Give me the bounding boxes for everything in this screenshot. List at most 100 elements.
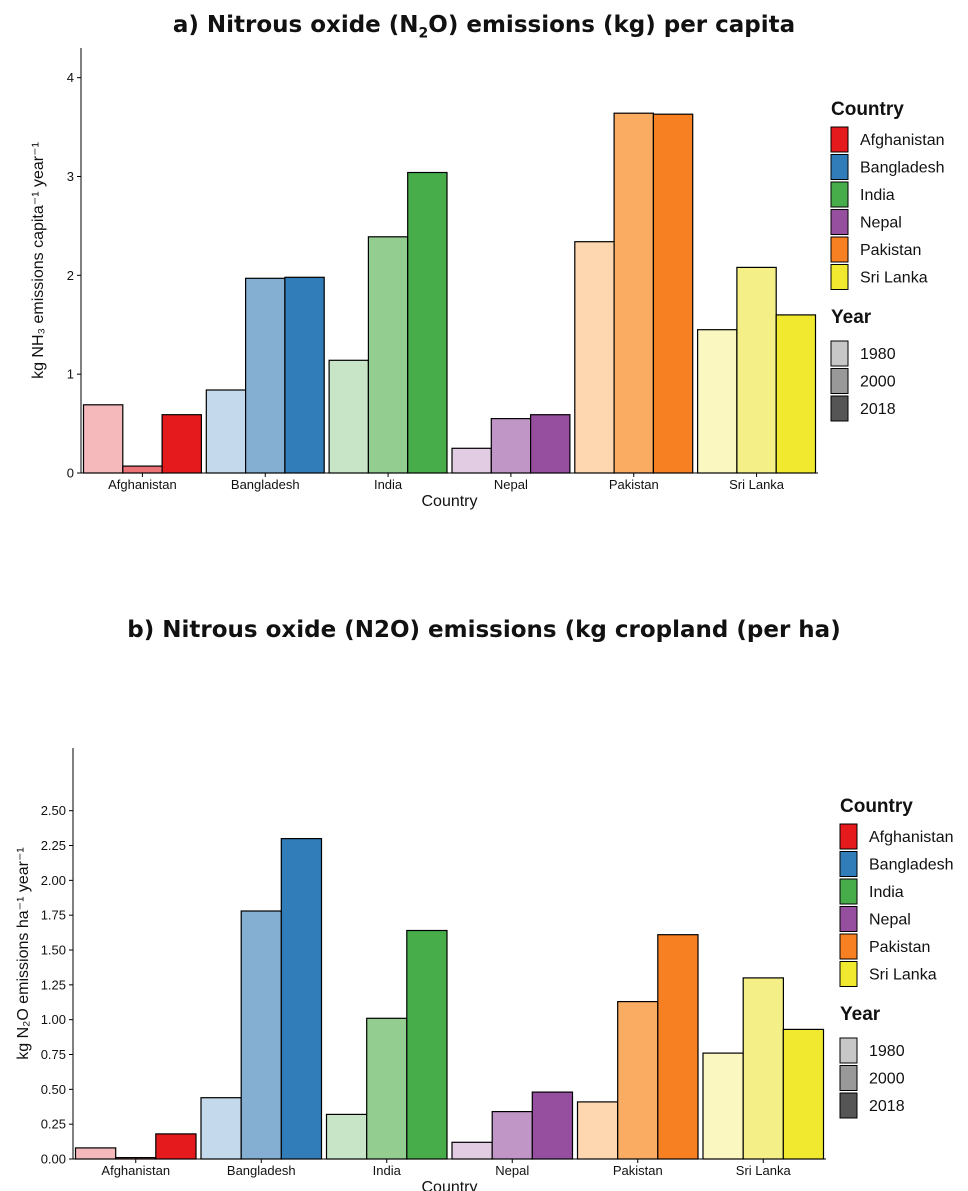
chart-a-legend-swatch-bangladesh <box>830 154 849 180</box>
chart-a-bar-nepal-2000 <box>490 418 532 474</box>
chart-b-x-tick-label: Sri Lanka <box>736 1163 792 1178</box>
chart-a-y-tick-label: 4 <box>67 70 74 85</box>
chart-a-x-tick-label: India <box>374 477 403 492</box>
chart-b-legend-swatch-year-2000 <box>839 1065 858 1091</box>
chart-b-bar-sri-lanka-2018 <box>782 1028 825 1160</box>
chart-b-y-tick-label: 1.25 <box>41 977 66 992</box>
chart-a-legend-label: Sri Lanka <box>860 270 928 287</box>
chart-b-bar-afghanistan-1980 <box>74 1147 117 1160</box>
chart-a-bar-afghanistan-2018 <box>161 414 203 474</box>
chart-b-legend-label: Sri Lanka <box>869 967 937 984</box>
chart-b-x-tick-label: Bangladesh <box>227 1163 296 1178</box>
chart-b-bar-bangladesh-2000 <box>240 910 282 1160</box>
chart-a-legend-swatch-year-1980 <box>830 340 849 367</box>
chart-a-legend-label: 2000 <box>860 374 896 391</box>
chart-a-legend-label: Afghanistan <box>860 132 945 149</box>
chart-b-y-tick-label: 1.50 <box>41 943 66 958</box>
chart-b-title: b) Nitrous oxide (N2O) emissions (kg cro… <box>127 617 841 643</box>
chart-b-legend-swatch-india <box>839 878 858 905</box>
chart-a-y-tick-label: 1 <box>67 367 74 382</box>
chart-a-title: a) Nitrous oxide (N2O) emissions (kg) pe… <box>172 12 796 42</box>
chart-b-legend-label: Bangladesh <box>869 857 954 874</box>
chart-b-bar-nepal-2018 <box>531 1091 574 1160</box>
chart-a-legend-swatch-afghanistan <box>830 126 849 153</box>
chart-a-legend-swatch-india <box>830 181 849 208</box>
chart-b-legend-label: Pakistan <box>869 939 930 956</box>
chart-a-legend-label: Nepal <box>860 215 902 232</box>
chart-a-legend-label: India <box>860 187 895 204</box>
chart-a-bar-nepal-1980 <box>451 447 492 474</box>
chart-b-y-tick-label: 0.50 <box>41 1082 66 1097</box>
chart-a-bar-sri-lanka-1980 <box>696 329 738 474</box>
chart-b-y-tick-label: 2.50 <box>41 803 66 818</box>
chart-b-legend-country-title: Country <box>840 796 913 817</box>
chart-a: Afghanistan Bangladesh India Nepal Pakistan S… <box>30 48 945 510</box>
chart-b-bar-nepal-2000 <box>491 1110 534 1160</box>
chart-b-bar-bangladesh-2018 <box>280 837 323 1160</box>
chart-b-legend-swatch-pakistan <box>839 933 858 960</box>
chart-b-legend-label: 2018 <box>869 1098 905 1115</box>
chart-b-bar-india-2018 <box>406 929 448 1160</box>
chart-b-bar-sri-lanka-2000 <box>742 977 785 1160</box>
chart-a-bar-india-2018 <box>407 171 448 474</box>
chart-a-bar-pakistan-2000 <box>613 112 654 474</box>
chart-a-x-tick-label: Afghanistan <box>108 477 177 492</box>
chart-a-bar-bangladesh-1980 <box>205 389 247 474</box>
chart-b-x-tick-label: Pakistan <box>613 1163 663 1178</box>
chart-b-x-tick-label: Nepal <box>495 1163 529 1178</box>
chart-b-bar-pakistan-1980 <box>576 1101 619 1160</box>
chart-a-x-axis-label: Country <box>421 493 477 510</box>
chart-b-y-tick-label: 2.25 <box>41 838 66 853</box>
chart-a-y-axis-label: kg NH₃ emissions capita⁻¹ year⁻¹ <box>30 142 47 379</box>
chart-b-x-tick-label: India <box>373 1163 402 1178</box>
chart-b-y-tick-label: 0.00 <box>41 1152 66 1167</box>
chart-b-legend-label: India <box>869 884 904 901</box>
chart-b-y-tick-label: 1.75 <box>41 908 66 923</box>
chart-b-legend-swatch-year-2018 <box>839 1092 858 1119</box>
chart-a-bar-pakistan-2018 <box>652 113 694 474</box>
chart-b-bar-sri-lanka-1980 <box>702 1052 744 1160</box>
chart-b-legend-label: Nepal <box>869 912 911 929</box>
chart-a-bar-india-1980 <box>328 359 370 474</box>
chart-a-legend-swatch-nepal <box>830 209 849 235</box>
chart-b-legend-label: 1980 <box>869 1043 905 1060</box>
chart-a-x-tick-label: Nepal <box>494 477 528 492</box>
chart-a-legend-label: Pakistan <box>860 242 921 259</box>
chart-a-legend-swatch-sri-lanka <box>830 264 849 290</box>
chart-b-y-tick-label: 0.25 <box>41 1117 66 1132</box>
chart-b-bar-afghanistan-2018 <box>155 1133 197 1160</box>
chart-b-bar-india-2000 <box>366 1017 408 1160</box>
chart-a-legend-country-title: Country <box>831 99 904 120</box>
chart-a-legend-swatch-pakistan <box>830 236 849 263</box>
chart-b-y-tick-label: 1.00 <box>41 1012 66 1027</box>
chart-b-legend-swatch-bangladesh <box>839 851 858 877</box>
chart-a-bar-pakistan-1980 <box>574 241 615 474</box>
chart-a-bar-bangladesh-2018 <box>284 276 325 474</box>
chart-a-legend-swatch-year-2018 <box>830 395 849 422</box>
chart-b-bar-bangladesh-1980 <box>200 1097 242 1160</box>
chart-a-legend-label: Bangladesh <box>860 160 945 177</box>
chart-a-bar-bangladesh-2000 <box>245 277 286 474</box>
chart-a-bar-nepal-2018 <box>529 414 571 474</box>
chart-b-legend-label: Afghanistan <box>869 829 954 846</box>
chart-b-legend-swatch-afghanistan <box>839 823 858 850</box>
chart-b-x-axis-label: Country <box>421 1179 477 1191</box>
chart-b-y-axis-label: kg N₂O emissions ha⁻¹ year⁻¹ <box>15 847 32 1060</box>
chart-b-bar-pakistan-2018 <box>657 934 699 1160</box>
chart-b-bar-nepal-1980 <box>451 1141 493 1160</box>
chart-b-bar-india-1980 <box>325 1113 368 1160</box>
chart-a-x-tick-label: Bangladesh <box>231 477 300 492</box>
chart-b-x-tick-label: Afghanistan <box>101 1163 170 1178</box>
chart-a-legend-swatch-year-2000 <box>830 368 849 394</box>
chart-a-y-tick-label: 3 <box>67 169 74 184</box>
chart-b-legend-label: 2000 <box>869 1071 905 1088</box>
chart-b-legend-swatch-sri-lanka <box>839 961 858 987</box>
chart-b-y-tick-label: 2.00 <box>41 873 66 888</box>
chart-a-x-tick-label: Pakistan <box>609 477 659 492</box>
chart-a-legend-label: 2018 <box>860 401 896 418</box>
chart-b-legend-year-title: Year <box>840 1004 881 1025</box>
chart-a-y-tick-label: 0 <box>67 466 74 481</box>
chart-a-x-tick-label: Sri Lanka <box>729 477 785 492</box>
chart-a-legend-label: 1980 <box>860 346 896 363</box>
